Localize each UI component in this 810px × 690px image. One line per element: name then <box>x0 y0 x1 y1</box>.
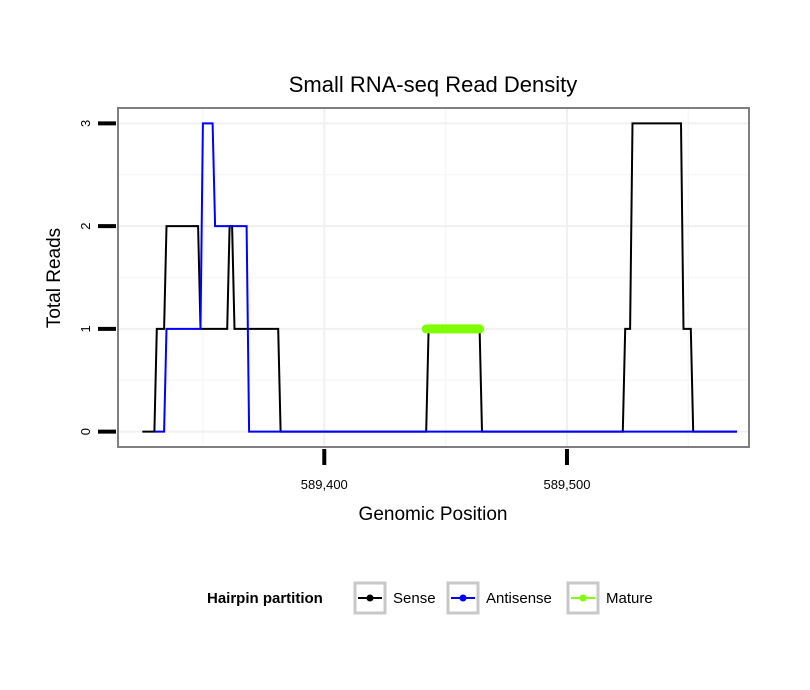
y-tick-label: 0 <box>78 428 93 435</box>
legend-item-mature: Mature <box>566 581 653 615</box>
legend: Hairpin partition Sense Antisense Mature <box>207 581 653 615</box>
legend-item-antisense: Antisense <box>446 581 552 615</box>
y-tick-label: 2 <box>78 223 93 230</box>
chart-title: Small RNA-seq Read Density <box>289 72 578 97</box>
legend-label: Antisense <box>486 590 552 607</box>
legend-key-point <box>459 594 467 602</box>
plot-area-border <box>117 107 750 448</box>
plot-lines <box>142 122 737 433</box>
legend-items: Sense Antisense Mature <box>353 581 653 615</box>
x-axis: 589,400 589,500 <box>301 449 590 492</box>
legend-label: Sense <box>393 590 436 607</box>
x-tick-label: 589,500 <box>543 477 590 492</box>
legend-key-point <box>366 594 374 602</box>
legend-item-sense: Sense <box>353 581 436 615</box>
y-axis: 0 1 2 3 <box>78 120 116 435</box>
y-axis-title: Total Reads <box>44 228 65 328</box>
legend-key-point <box>579 594 587 602</box>
x-axis-title: Genomic Position <box>359 504 508 525</box>
series-line-antisense <box>154 122 737 433</box>
y-tick-label: 3 <box>78 120 93 127</box>
y-tick-label: 1 <box>78 325 93 332</box>
legend-title: Hairpin partition <box>207 590 323 607</box>
legend-label: Mature <box>606 590 653 607</box>
x-tick-label: 589,400 <box>301 477 348 492</box>
